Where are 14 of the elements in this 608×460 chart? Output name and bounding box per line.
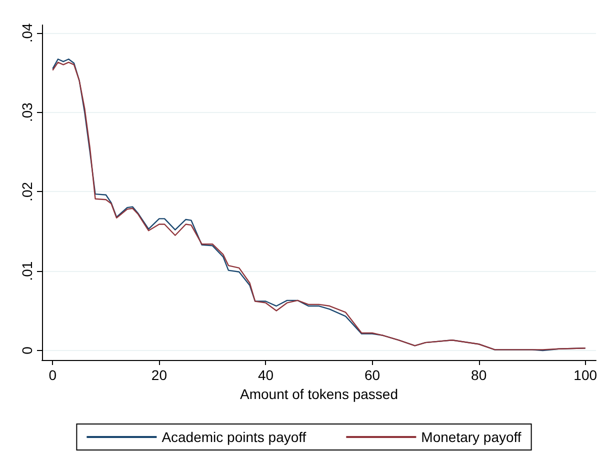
y-tick-label: .03 bbox=[19, 102, 35, 122]
legend-label: Monetary payoff bbox=[421, 429, 522, 445]
legend-label: Academic points payoff bbox=[162, 429, 306, 445]
x-tick-label: 0 bbox=[48, 367, 57, 383]
y-tick-label: 0 bbox=[19, 346, 35, 354]
x-tick-label: 80 bbox=[471, 367, 487, 383]
x-tick-label: 40 bbox=[258, 367, 274, 383]
x-tick-label: 20 bbox=[151, 367, 168, 383]
y-tick-label: .01 bbox=[19, 261, 35, 281]
x-tick-label: 60 bbox=[364, 367, 380, 383]
y-tick-label: .04 bbox=[19, 22, 35, 43]
x-tick-label: 100 bbox=[574, 367, 598, 383]
y-tick-label: .02 bbox=[19, 182, 35, 202]
x-axis-title: Amount of tokens passed bbox=[240, 386, 398, 402]
